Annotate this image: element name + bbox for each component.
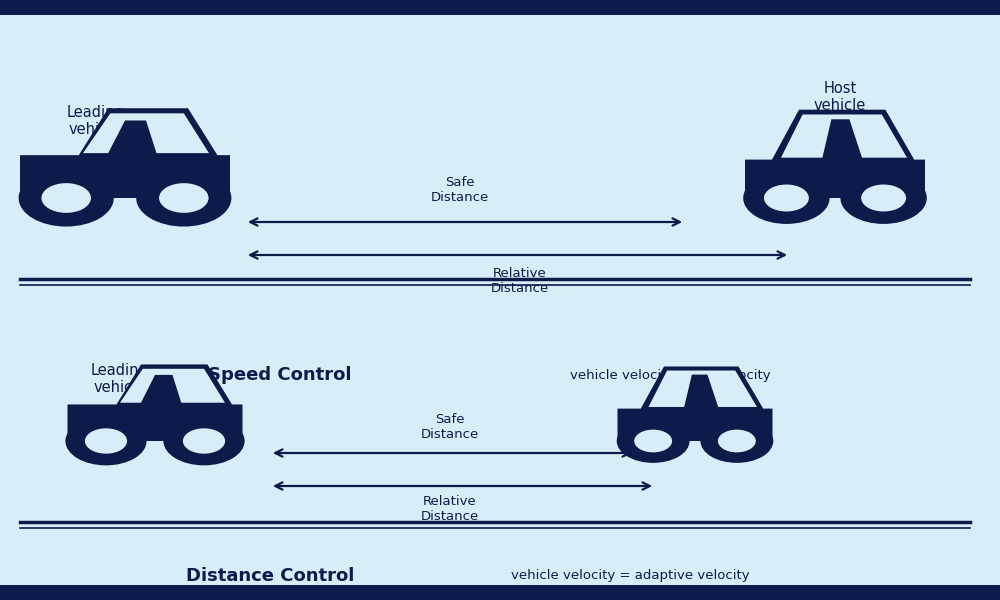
- Polygon shape: [617, 367, 772, 441]
- Text: vehicle velocity = adaptive velocity: vehicle velocity = adaptive velocity: [511, 569, 749, 583]
- Polygon shape: [68, 364, 242, 441]
- Circle shape: [861, 185, 906, 211]
- Polygon shape: [781, 115, 907, 158]
- Text: Relative
Distance: Relative Distance: [421, 495, 479, 523]
- Text: Relative
Distance: Relative Distance: [491, 267, 549, 295]
- Circle shape: [700, 419, 773, 463]
- Circle shape: [617, 419, 690, 463]
- Polygon shape: [83, 113, 209, 153]
- Text: Host
vehicle: Host vehicle: [669, 372, 721, 404]
- Circle shape: [183, 428, 225, 454]
- Circle shape: [159, 183, 209, 213]
- Circle shape: [743, 172, 830, 224]
- Text: Host
vehicle: Host vehicle: [814, 81, 866, 113]
- Circle shape: [764, 185, 809, 211]
- Circle shape: [41, 183, 91, 213]
- Circle shape: [85, 428, 127, 454]
- Polygon shape: [20, 108, 230, 198]
- Polygon shape: [648, 371, 757, 407]
- Polygon shape: [120, 369, 225, 403]
- Circle shape: [65, 416, 147, 466]
- Circle shape: [634, 430, 672, 452]
- Text: Distance Control: Distance Control: [186, 567, 354, 585]
- Text: Safe
Distance: Safe Distance: [421, 413, 479, 441]
- Circle shape: [136, 169, 231, 227]
- Bar: [0, 0, 1000, 15]
- Circle shape: [163, 416, 245, 466]
- Polygon shape: [745, 110, 925, 198]
- Text: vehicle velocity = set velocity: vehicle velocity = set velocity: [570, 368, 770, 382]
- Circle shape: [840, 172, 927, 224]
- Bar: [0, 585, 1000, 600]
- Text: Leading
vehicle: Leading vehicle: [66, 105, 124, 137]
- Text: Speed Control: Speed Control: [208, 366, 352, 384]
- Circle shape: [718, 430, 756, 452]
- Text: Leading
vehicle: Leading vehicle: [91, 363, 149, 395]
- Text: Safe
Distance: Safe Distance: [431, 176, 489, 204]
- Circle shape: [19, 169, 114, 227]
